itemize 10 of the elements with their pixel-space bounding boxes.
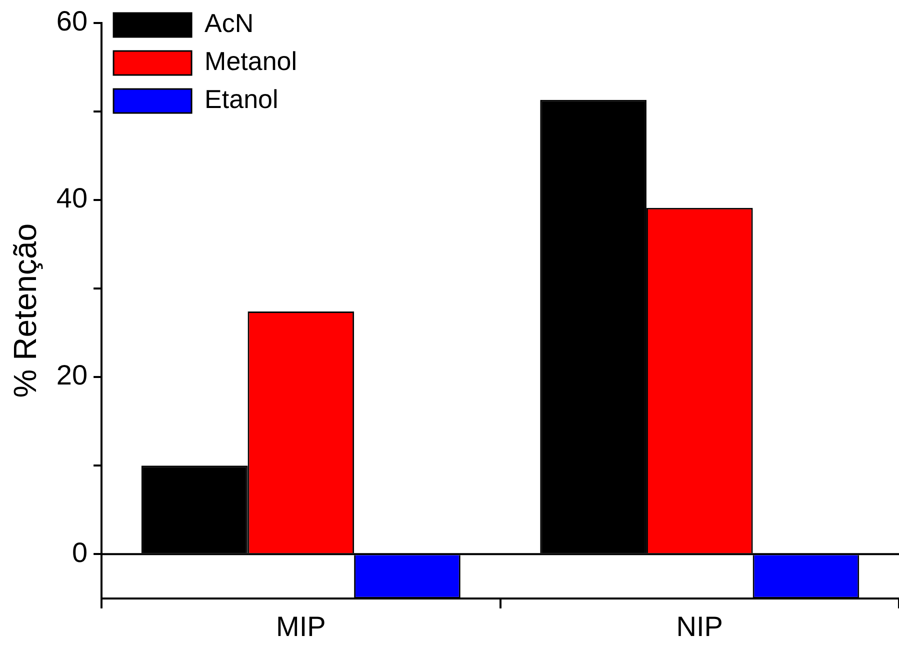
y-tick-label: 20 (56, 360, 88, 391)
y-tick-label: 60 (56, 6, 88, 37)
y-axis-title: % Retenção (7, 223, 44, 398)
y-tick-label: 40 (56, 182, 88, 214)
x-tick-label: NIP (676, 610, 723, 642)
x-tick-label: MIP (276, 610, 326, 642)
legend-label: Metanol (204, 46, 298, 76)
y-tick-label: 0 (72, 536, 88, 568)
legend-label: AcN (204, 8, 254, 38)
legend-label: Etanol (204, 84, 278, 114)
